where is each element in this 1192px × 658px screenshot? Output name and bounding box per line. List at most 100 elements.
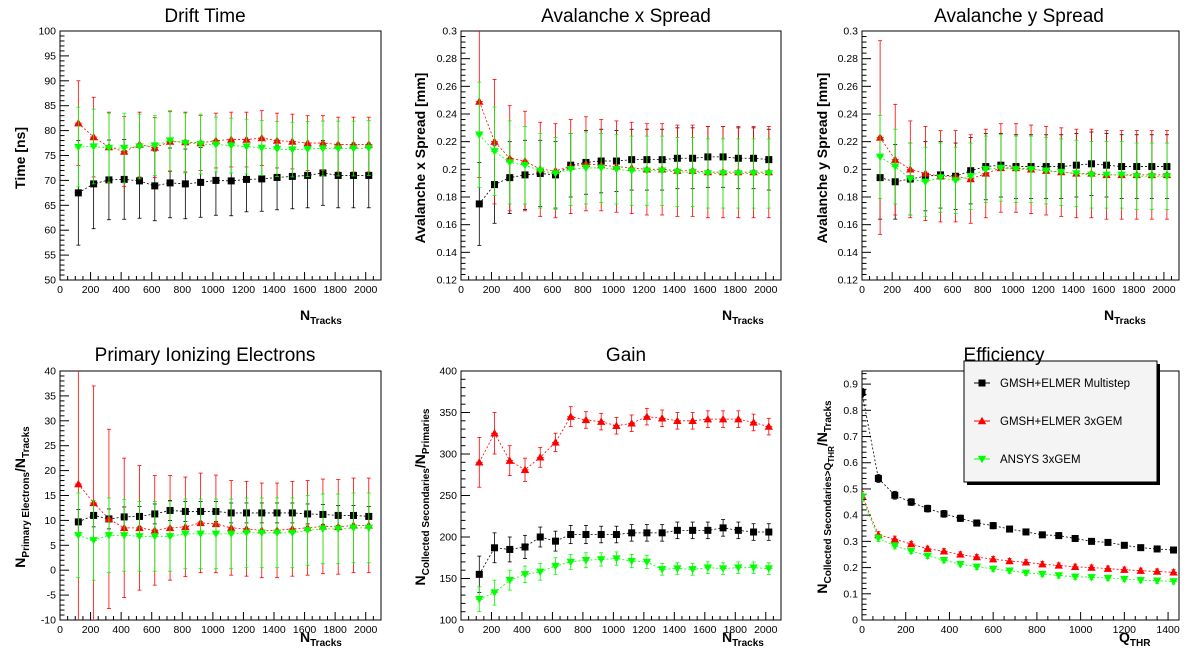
- data-point-triangle-up: [956, 550, 965, 558]
- plot-frame: [460, 30, 782, 281]
- data-point-triangle-down: [536, 568, 545, 577]
- chart-title: Avalanche y Spread: [934, 6, 1104, 27]
- data-point-triangle-down: [257, 144, 266, 153]
- legend-entry: ANSYS 3xGEM: [1000, 454, 1081, 466]
- data-point-triangle-down: [242, 529, 251, 538]
- data-point-square: [74, 189, 82, 197]
- data-point-triangle-down: [1103, 574, 1113, 583]
- series-triangle-up: [862, 491, 1178, 576]
- data-point-triangle-down: [581, 557, 591, 565]
- series-line: [78, 483, 369, 531]
- data-point-triangle-up: [551, 438, 560, 446]
- x-tick-label: 400: [112, 624, 130, 636]
- data-point-triangle-down: [505, 576, 514, 585]
- data-point-triangle-down: [318, 145, 328, 153]
- data-point-triangle-up: [490, 429, 499, 437]
- primary-ionizing-electrons-chart: 0 200 400 600 800 1000 1200 1400 1600 1800 2000-10…: [12, 366, 382, 649]
- data-point-square: [1137, 544, 1145, 552]
- data-point-triangle-down: [627, 557, 636, 566]
- plot-frame: [59, 30, 382, 281]
- data-point-triangle-down: [891, 163, 900, 171]
- data-point-triangle-down: [364, 144, 373, 153]
- x-tick-label: 1000: [602, 624, 626, 636]
- data-point-square: [689, 526, 697, 534]
- data-point-triangle-down: [74, 532, 83, 540]
- x-tick-label: 1400: [262, 624, 286, 636]
- data-point-square: [273, 173, 281, 181]
- data-point-triangle-down: [1057, 168, 1066, 177]
- data-point-triangle-down: [1136, 576, 1145, 585]
- data-point-triangle-down: [921, 178, 930, 186]
- x-tick-label: 2000: [1152, 284, 1176, 296]
- data-point-square: [673, 526, 681, 534]
- data-point-triangle-down: [1087, 171, 1096, 180]
- y-tick-label: 0.12: [838, 275, 859, 287]
- y-tick-label: 0.22: [838, 136, 859, 148]
- x-tick-label: 1200: [632, 624, 656, 636]
- series-square: [475, 519, 773, 594]
- series-line: [78, 122, 369, 152]
- y-tick-label: -10: [41, 615, 56, 627]
- data-point-triangle-up: [1152, 567, 1162, 575]
- y-tick-label: 0.3: [843, 26, 858, 38]
- data-point-triangle-down: [89, 537, 98, 545]
- x-tick-label: 0: [859, 624, 865, 636]
- data-point-triangle-down: [612, 555, 621, 563]
- data-point-triangle-down: [718, 170, 728, 178]
- data-point-triangle-up: [1136, 566, 1145, 574]
- y-tick-label: 20: [44, 465, 56, 477]
- data-point-triangle-down: [551, 170, 560, 178]
- data-point-triangle-up: [1169, 568, 1178, 576]
- data-point-triangle-down: [596, 556, 606, 564]
- x-tick-label: 1800: [323, 624, 347, 636]
- data-point-square: [658, 529, 666, 537]
- x-tick-label: 1600: [693, 624, 717, 636]
- data-point-triangle-down: [1070, 573, 1080, 581]
- legend-entry: GMSH+ELMER Multistep: [1000, 378, 1130, 390]
- x-axis-label: NTracks: [1104, 307, 1146, 326]
- avalanche-y-spread-panel: Avalanche y Spread 0 200 400 600 800 1000 1200…: [794, 0, 1192, 327]
- y-tick-label: 100: [439, 615, 457, 627]
- gain-panel: Gain 0 200 400 600 800 1000 1200 1400 1600 1800 20…: [397, 326, 794, 653]
- data-point-triangle-down: [165, 137, 175, 145]
- x-tick-label: 800: [174, 284, 192, 296]
- x-tick-label: 1600: [693, 284, 717, 296]
- data-point-triangle-down: [165, 533, 175, 541]
- data-point-triangle-down: [120, 144, 129, 153]
- y-tick-label: 0.28: [838, 53, 859, 65]
- data-point-triangle-up: [718, 414, 728, 423]
- y-tick-label: 0.8: [843, 405, 858, 417]
- y-tick-label: 50: [44, 275, 56, 287]
- data-point-triangle-down: [703, 170, 713, 178]
- data-point-triangle-up: [74, 479, 83, 488]
- y-tick-label: 0.14: [838, 247, 859, 259]
- data-point-triangle-down: [135, 143, 144, 151]
- y-axis-label: NPrimary Electrons/NTracks: [12, 426, 32, 568]
- data-layer: [475, 406, 774, 613]
- y-tick-label: 0.4: [843, 510, 858, 522]
- data-point-triangle-up: [988, 554, 998, 563]
- data-point-triangle-down: [1087, 574, 1096, 582]
- x-tick-label: 1800: [1122, 284, 1146, 296]
- x-tick-label: 1000: [201, 624, 225, 636]
- data-point-triangle-up: [596, 417, 606, 425]
- data-point-triangle-up: [977, 416, 987, 425]
- y-tick-label: 0.26: [838, 81, 859, 93]
- series-triangle-up: [475, 406, 774, 488]
- data-point-triangle-down: [642, 167, 652, 175]
- x-tick-label: 200: [483, 624, 501, 636]
- y-tick-label: 0.6: [843, 457, 858, 469]
- data-point-triangle-down: [120, 532, 129, 540]
- x-tick-label: 200: [483, 284, 501, 296]
- y-tick-label: 95: [44, 50, 56, 62]
- y-tick-label: 0.9: [843, 379, 858, 391]
- data-point-triangle-down: [288, 146, 297, 154]
- x-tick-label: 600: [984, 624, 1002, 636]
- data-point-triangle-up: [906, 539, 916, 548]
- y-tick-label: 0.26: [437, 81, 458, 93]
- data-point-triangle-down: [734, 564, 743, 572]
- data-point-square: [506, 545, 514, 553]
- x-tick-label: 1400: [663, 624, 687, 636]
- x-tick-label: 600: [544, 284, 562, 296]
- data-point-triangle-down: [966, 173, 975, 181]
